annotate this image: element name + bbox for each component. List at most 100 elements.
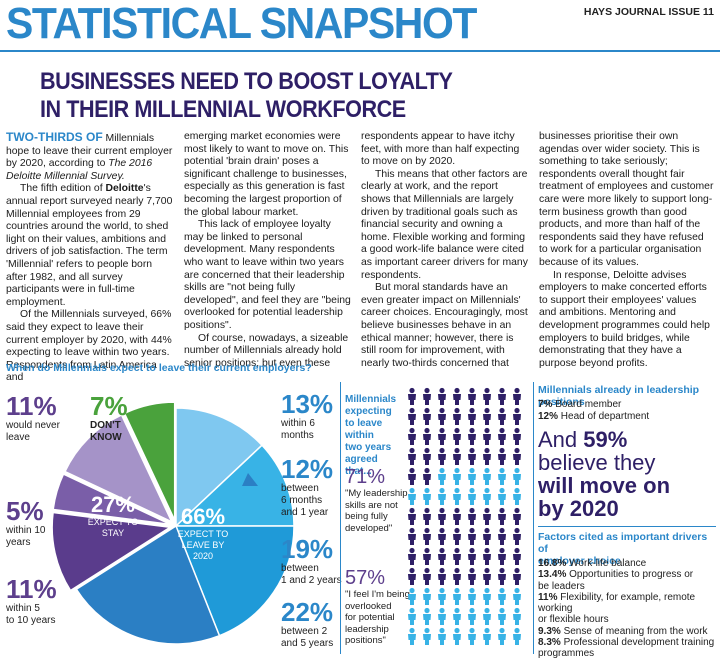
person-icon xyxy=(498,507,506,525)
article-headline: BUSINESSES NEED TO BOOST LOYALTY IN THEI… xyxy=(40,68,598,124)
person-icon xyxy=(438,607,446,625)
person-icon xyxy=(513,507,521,525)
person-icon xyxy=(483,387,491,405)
label-dont-know: 7% DON'T KNOW xyxy=(90,391,128,443)
people-figures-grid xyxy=(408,387,521,645)
factor-item: 11% Flexibility, for example, remote wor… xyxy=(538,591,696,615)
person-icon xyxy=(438,467,446,485)
quote-leadership-skills: 71% "My leadership skills are not being … xyxy=(345,466,408,534)
col2-paragraph-1: emerging market economies were most like… xyxy=(184,131,349,218)
factor-item: or flexible hours xyxy=(538,614,609,626)
divider-1 xyxy=(340,382,341,654)
leadership-board-member: 7% Board member xyxy=(538,399,622,410)
person-icon xyxy=(438,547,446,565)
stay-group-label: 27% EXPECT TO STAY xyxy=(78,493,148,539)
issue-label: HAYS JOURNAL ISSUE 11 xyxy=(583,6,714,18)
person-icon xyxy=(408,427,416,445)
article-column-3: respondents appear to have itchy feet, w… xyxy=(361,131,529,370)
person-icon xyxy=(453,407,461,425)
person-icon xyxy=(468,607,476,625)
person-icon xyxy=(483,587,491,605)
person-icon xyxy=(498,487,506,505)
article-column-4: businesses prioritise their own agendas … xyxy=(539,131,715,370)
people-panel-heading: Millennials expecting to leave within tw… xyxy=(345,394,397,477)
person-icon xyxy=(438,567,446,585)
person-icon xyxy=(498,467,506,485)
person-icon xyxy=(438,487,446,505)
person-icon xyxy=(453,607,461,625)
label-1-to-2-years: 19% between 1 and 2 years xyxy=(281,534,342,586)
person-icon xyxy=(438,447,446,465)
page-title: STATISTICAL SNAPSHOT xyxy=(6,0,477,48)
person-icon xyxy=(423,607,431,625)
person-icon xyxy=(513,487,521,505)
col1-paragraph-2: The fifth edition of Deloitte's annual r… xyxy=(6,183,173,308)
person-icon xyxy=(453,387,461,405)
person-icon xyxy=(483,487,491,505)
person-icon xyxy=(498,627,506,645)
quote-overlooked: 57% "I feel I'm being overlooked for pot… xyxy=(345,567,410,646)
person-icon xyxy=(483,407,491,425)
person-icon xyxy=(453,487,461,505)
col1-paragraph-3: Of the Millennials surveyed, 66% said th… xyxy=(6,309,172,384)
person-icon xyxy=(438,587,446,605)
person-icon xyxy=(483,507,491,525)
factors-heading: Factors cited as important drivers of em… xyxy=(538,531,708,567)
person-icon xyxy=(408,487,416,505)
person-icon xyxy=(453,587,461,605)
article-column-2: emerging market economies were most like… xyxy=(184,131,352,370)
person-icon xyxy=(498,587,506,605)
person-icon xyxy=(513,387,521,405)
pie-slice-between-6-months-and-1-year xyxy=(174,444,295,527)
person-icon xyxy=(498,527,506,545)
person-icon xyxy=(483,527,491,545)
pie-slice-don-t-know xyxy=(123,401,176,521)
person-icon xyxy=(513,607,521,625)
person-icon xyxy=(423,507,431,525)
factor-item: programmes xyxy=(538,648,595,660)
person-icon xyxy=(498,447,506,465)
person-icon xyxy=(453,447,461,465)
arrow-leave-icon xyxy=(242,473,258,486)
person-icon xyxy=(408,567,416,585)
person-icon xyxy=(498,547,506,565)
person-icon xyxy=(468,487,476,505)
factor-item: be leaders xyxy=(538,580,585,592)
leave-group-value: 66% xyxy=(180,504,226,529)
person-icon xyxy=(408,607,416,625)
person-icon xyxy=(408,507,416,525)
col4-paragraph-2: In response, Deloitte advises employers … xyxy=(539,269,710,369)
person-icon xyxy=(483,607,491,625)
person-icon xyxy=(468,387,476,405)
label-within-10-years: 5% within 10 years xyxy=(6,496,46,548)
person-icon xyxy=(453,567,461,585)
chart-title: When do Millennials expect to leave thei… xyxy=(6,362,312,374)
person-icon xyxy=(513,447,521,465)
headline-line-2: IN THEIR MILLENNIAL WORKFORCE xyxy=(40,96,406,123)
person-icon xyxy=(468,467,476,485)
headline-line-1: BUSINESSES NEED TO BOOST LOYALTY xyxy=(40,68,453,95)
person-icon xyxy=(423,567,431,585)
col3-paragraph-1: respondents appear to have itchy feet, w… xyxy=(361,131,520,168)
article-column-1: TWO-THIRDS OF Millennials hope to leave … xyxy=(6,131,174,385)
pie-slice-within-10-years xyxy=(52,473,171,526)
person-icon xyxy=(453,507,461,525)
person-icon xyxy=(468,567,476,585)
label-would-never-leave: 11% would never leave xyxy=(6,391,60,443)
factors-rule xyxy=(538,526,716,527)
person-icon xyxy=(438,407,446,425)
person-icon xyxy=(408,547,416,565)
person-icon xyxy=(423,587,431,605)
person-icon xyxy=(408,527,416,545)
person-icon xyxy=(513,407,521,425)
person-icon xyxy=(423,527,431,545)
person-icon xyxy=(438,627,446,645)
person-icon xyxy=(468,407,476,425)
divider-2 xyxy=(533,382,534,654)
person-icon xyxy=(423,447,431,465)
person-icon xyxy=(408,387,416,405)
person-icon xyxy=(423,487,431,505)
factor-item: 16.8% Work-life balance xyxy=(538,558,647,569)
person-icon xyxy=(513,587,521,605)
header-rule xyxy=(0,50,720,52)
